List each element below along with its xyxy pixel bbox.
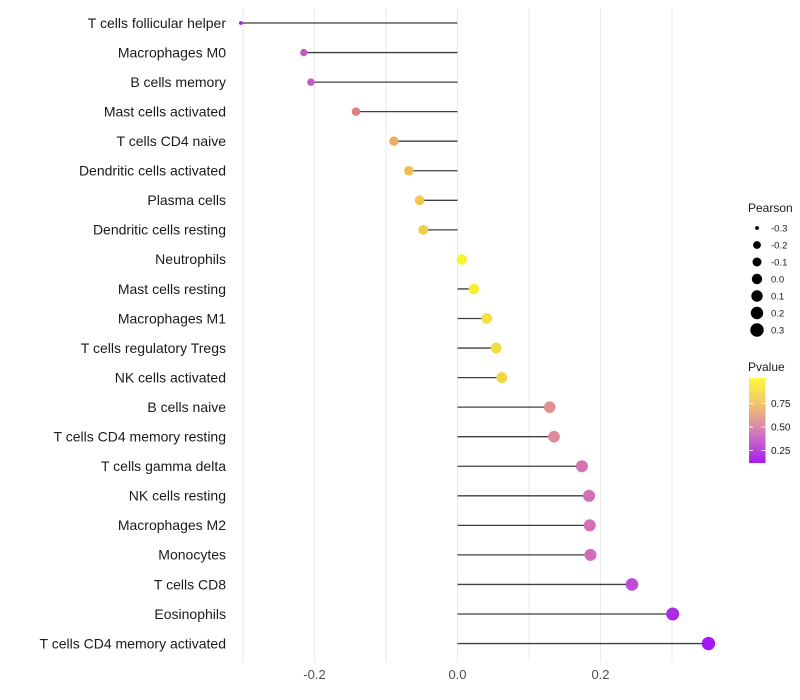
lollipop-dot (414, 195, 425, 206)
lollipop-dot (300, 48, 308, 57)
chart-generated-content: T cells follicular helper Macrophages M0 B… (40, 8, 791, 682)
lollipop-dot (583, 489, 596, 502)
pearson-legend-dot (751, 273, 763, 285)
pearson-legend-dot (750, 306, 764, 320)
x-tick-label: 0.0 (448, 667, 466, 682)
category-label: Macrophages M1 (118, 310, 226, 326)
pearson-legend-dot (750, 323, 764, 337)
pearson-legend-dot (752, 257, 762, 267)
category-label: Dendritic cells resting (93, 222, 226, 238)
category-label: T cells gamma delta (101, 458, 226, 474)
category-label: NK cells activated (115, 369, 226, 385)
category-label: T cells CD4 memory activated (40, 635, 226, 651)
lollipop-dot (418, 224, 429, 235)
category-label: NK cells resting (129, 488, 226, 504)
lollipop-dot (543, 401, 556, 413)
lollipop-dot (481, 313, 493, 324)
category-label: Dendritic cells activated (79, 163, 226, 179)
lollipop-dot (584, 548, 597, 561)
pvalue-legend-title: Pvalue (748, 360, 785, 374)
pvalue-legend-label: 0.50 (771, 423, 791, 434)
lollipop-dot (389, 136, 399, 146)
lollipop-dot (468, 283, 480, 295)
lollipop-dot (404, 165, 414, 176)
category-label: Eosinophils (154, 606, 226, 622)
lollipop-dot (351, 107, 361, 116)
pearson-legend-label: 0.3 (771, 326, 784, 337)
pearson-legend-label: -0.3 (771, 224, 787, 235)
lollipop-dot (456, 254, 467, 265)
category-label: Mast cells activated (104, 103, 226, 119)
category-label: Macrophages M2 (118, 517, 226, 533)
lollipop-dot (583, 519, 596, 532)
category-label: T cells CD8 (154, 576, 226, 592)
lollipop-dot (701, 636, 716, 651)
lollipop-dot (496, 372, 508, 384)
category-label: Monocytes (158, 547, 226, 563)
pearson-legend-label: 0.2 (771, 309, 784, 320)
lollipop-dot (625, 578, 639, 591)
pearson-legend-dot (753, 241, 761, 249)
lollipop-dot (548, 430, 560, 443)
x-tick-label: -0.2 (303, 667, 325, 682)
pearson-legend-label: -0.2 (771, 241, 787, 252)
category-label: Macrophages M0 (118, 44, 226, 60)
category-label: T cells CD4 naive (117, 133, 227, 149)
pvalue-legend-label: 0.25 (771, 446, 791, 457)
x-tick-label: 0.2 (591, 667, 609, 682)
lollipop-dot (307, 78, 315, 86)
pearson-legend-label: -0.1 (771, 258, 787, 269)
category-label: T cells CD4 memory resting (54, 429, 226, 445)
lollipop-dot (490, 342, 502, 354)
lollipop-dot (238, 21, 243, 25)
category-label: Mast cells resting (118, 281, 226, 297)
category-label: T cells regulatory Tregs (81, 340, 226, 356)
lollipop-dot (575, 460, 588, 473)
pearson-legend-dot (755, 226, 759, 230)
lollipop-dot (666, 607, 680, 621)
pearson-legend-dot (751, 290, 763, 302)
pearson-legend-title: Pearson (748, 201, 793, 215)
category-label: T cells follicular helper (88, 15, 227, 31)
category-label: Plasma cells (147, 192, 226, 208)
category-label: B cells memory (130, 74, 226, 90)
pearson-legend-label: 0.0 (771, 275, 784, 286)
pvalue-legend-label: 0.75 (771, 399, 791, 410)
category-label: Neutrophils (155, 251, 226, 267)
category-label: B cells naive (147, 399, 226, 415)
pearson-legend-label: 0.1 (771, 292, 784, 303)
pvalue-colorbar (749, 378, 766, 463)
